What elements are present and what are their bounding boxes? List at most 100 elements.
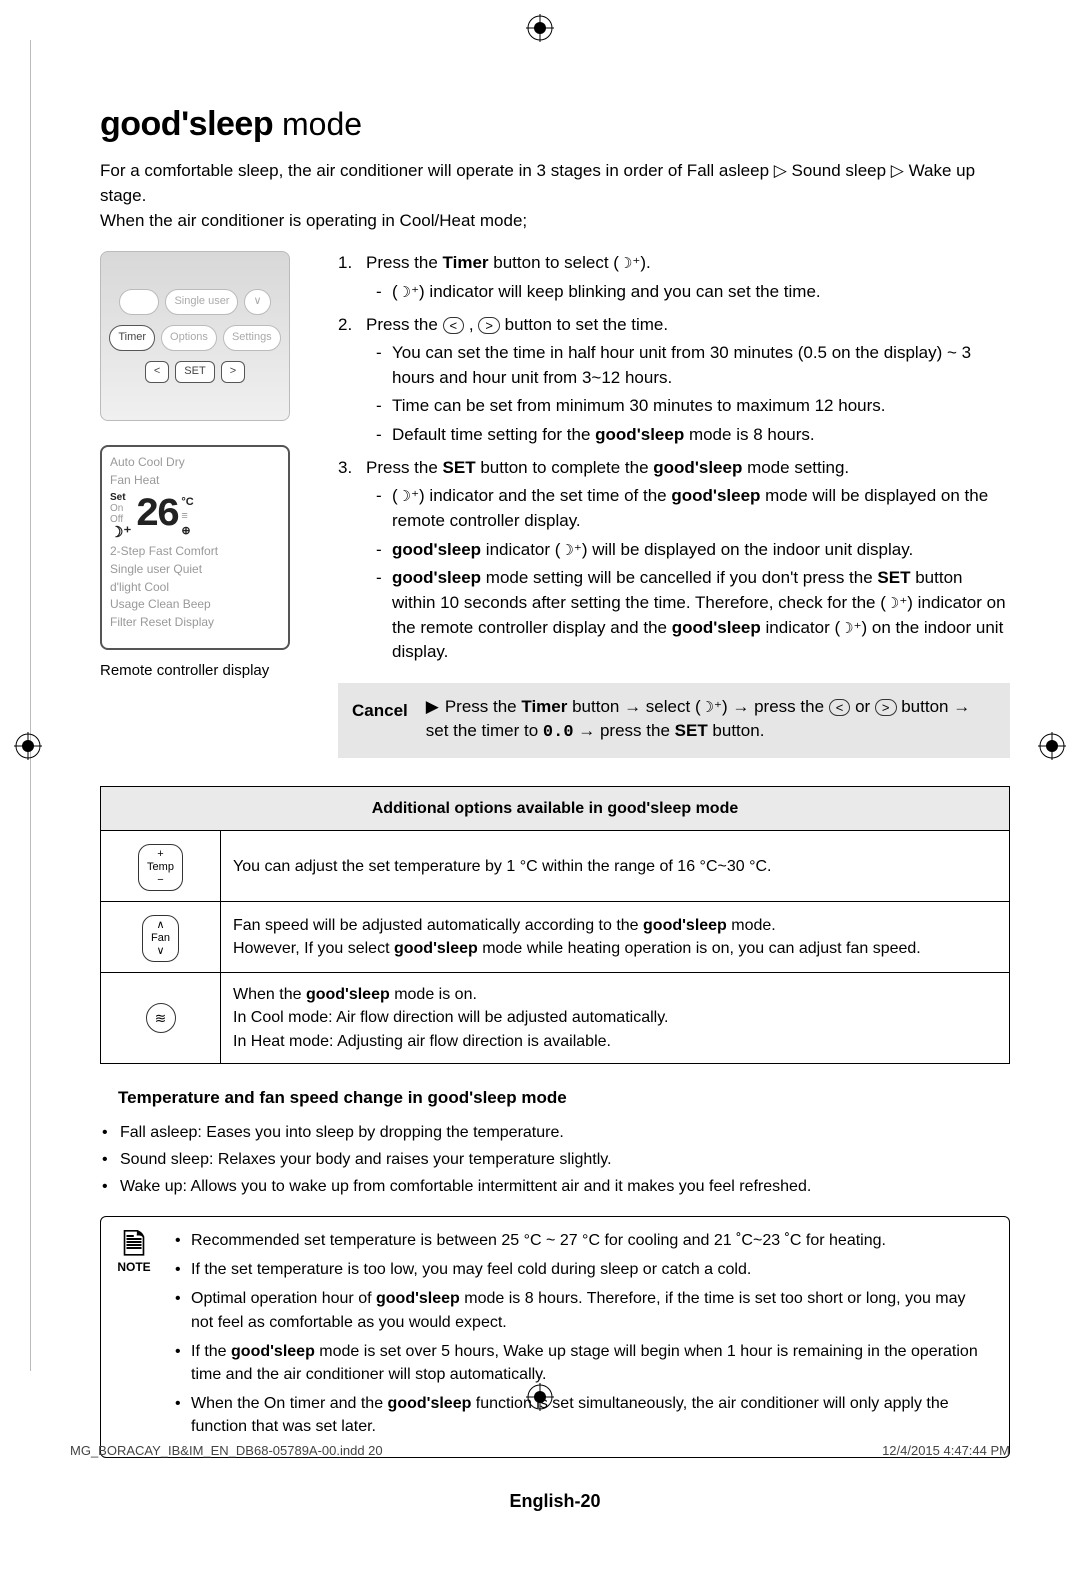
intro-b: Sound sleep xyxy=(787,161,891,180)
registration-mark-right xyxy=(1038,732,1066,760)
r2gs2: good'sleep xyxy=(394,940,478,957)
step1-sub1: (☽⁺) indicator will keep blinking and yo… xyxy=(376,280,1010,305)
stage-2: Sound sleep: Relaxes your body and raise… xyxy=(102,1148,1010,1171)
s3c: mode setting. xyxy=(742,458,849,477)
moon-icon: ☽⁺ xyxy=(398,284,419,301)
t2bot: ∨ xyxy=(156,946,164,957)
table-row: + Temp − You can adjust the set temperatur… xyxy=(101,831,1010,902)
remote-btn-set: SET xyxy=(175,361,214,383)
step3-sub3: good'sleep mode setting will be cancelle… xyxy=(376,566,1010,665)
note-box: 🗎 NOTE Recommended set temperature is be… xyxy=(100,1216,1010,1458)
subheader: Temperature and fan speed change in good… xyxy=(118,1086,1010,1111)
disp-l5: d'light Cool xyxy=(110,580,280,596)
moon-icon: ☽⁺ xyxy=(701,699,722,716)
s2s3b: mode is 8 hours. xyxy=(684,425,814,444)
note-5: When the On timer and the good'sleep fun… xyxy=(175,1392,991,1438)
page-number: English-20 xyxy=(100,1488,1010,1514)
n4gs: good'sleep xyxy=(231,1343,315,1360)
step3-sub1: (☽⁺) indicator and the set time of the g… xyxy=(376,484,1010,533)
note-icon: 🗎 NOTE xyxy=(109,1229,159,1445)
step2-sub3: Default time setting for the good'sleep … xyxy=(376,423,1010,448)
s3s3gs2: good'sleep xyxy=(672,618,761,637)
cc: ) → press the xyxy=(722,697,829,716)
cancel-label: Cancel xyxy=(352,695,408,724)
r2d: mode while heating operation is on, you … xyxy=(478,940,921,957)
ctimer: Timer xyxy=(521,697,567,716)
n5a: When the On timer and the xyxy=(191,1395,388,1412)
left-oval-icon: < xyxy=(443,317,465,335)
disp-deg: °C xyxy=(181,495,193,509)
n4a: If the xyxy=(191,1343,231,1360)
note-2: If the set temperature is too low, you m… xyxy=(175,1258,991,1281)
remote-btn-right: > xyxy=(221,361,245,383)
footer-right: 12/4/2015 4:47:44 PM xyxy=(882,1442,1010,1461)
r3b: mode is on. xyxy=(390,986,477,1003)
t1mid: Temp xyxy=(147,862,174,873)
step3-sub2: good'sleep indicator (☽⁺) will be displa… xyxy=(376,538,1010,563)
note-1: Recommended set temperature is between 2… xyxy=(175,1229,991,1252)
cancel-text: ▶Press the Timer button → select (☽⁺) → … xyxy=(426,695,996,746)
r2c: However, If you select xyxy=(233,940,394,957)
step-3: Press the SET button to complete the goo… xyxy=(338,456,1010,665)
n3a: Optimal operation hour of xyxy=(191,1290,376,1307)
s3s3gs: good'sleep xyxy=(392,568,481,587)
s3s1b: ) indicator and the set time of the xyxy=(419,486,671,505)
registration-mark-left xyxy=(14,732,42,760)
s3set: SET xyxy=(443,458,476,477)
s2s3gs: good'sleep xyxy=(595,425,684,444)
moon-icon: ☽⁺ xyxy=(110,525,131,542)
s2b: , xyxy=(464,315,478,334)
s3s3d: indicator ( xyxy=(761,618,840,637)
remote-btn-left: < xyxy=(145,361,169,383)
triangle-icon: ▷ xyxy=(891,161,904,180)
shgs: good'sleep xyxy=(428,1088,517,1107)
intro-text: For a comfortable sleep, the air conditi… xyxy=(100,159,1010,233)
cset: SET xyxy=(675,721,708,740)
r3l3: In Heat mode: Adjusting air flow directi… xyxy=(233,1033,611,1050)
thgs: good'sleep xyxy=(607,800,691,817)
s3s2b: ) will be displayed on the indoor unit d… xyxy=(582,540,913,559)
t2top: ∧ xyxy=(156,920,164,931)
cg: button. xyxy=(708,721,765,740)
r2a: Fan speed will be adjusted automatically… xyxy=(233,917,643,934)
s3b: button to complete the xyxy=(476,458,654,477)
t2mid: Fan xyxy=(151,933,170,944)
t1bot: − xyxy=(157,875,163,886)
row1-text: You can adjust the set temperature by 1 … xyxy=(221,831,1010,902)
fan-button-icon: ∧ Fan ∨ xyxy=(101,902,221,973)
airflow-icon: ≋ xyxy=(101,973,221,1064)
s1a: Press the xyxy=(366,253,443,272)
row3-text: When the good'sleep mode is on. In Cool … xyxy=(221,973,1010,1064)
remote-illustration: Single user ∨ Timer Options Settings < S… xyxy=(100,251,290,421)
footer-left: MG_BORACAY_IB&IM_EN_DB68-05789A-00.indd … xyxy=(70,1442,383,1461)
s3s2gs: good'sleep xyxy=(392,540,481,559)
disp-l7: Filter Reset Display xyxy=(110,615,280,631)
page-title: good'sleep mode xyxy=(100,100,1010,149)
right-oval-icon: > xyxy=(478,317,500,335)
title-normal: mode xyxy=(273,106,362,142)
disp-set: Set xyxy=(110,492,131,503)
moon-icon: ☽⁺ xyxy=(398,488,419,505)
display-caption: Remote controller display xyxy=(100,660,310,682)
right-oval-icon: > xyxy=(875,699,897,717)
disp-l1: Auto Cool Dry xyxy=(110,455,185,469)
r3l2: In Cool mode: Air flow direction will be… xyxy=(233,1009,668,1026)
play-icon: ▶ xyxy=(426,697,439,716)
n5gs: good'sleep xyxy=(388,1395,472,1412)
t1top: + xyxy=(157,849,163,860)
left-oval-icon: < xyxy=(829,699,851,717)
remote-btn-settings: Settings xyxy=(223,325,281,351)
disp-l3: 2-Step Fast Comfort xyxy=(110,544,280,560)
moon-icon: ☽⁺ xyxy=(560,542,581,559)
r2gs: good'sleep xyxy=(643,917,727,934)
thb: mode xyxy=(691,800,738,817)
step-1: Press the Timer button to select (☽⁺). (… xyxy=(338,251,1010,304)
disp-l2: Fan Heat xyxy=(110,473,159,487)
czero: 0.0 xyxy=(543,723,574,742)
disp-l4: Single user Quiet xyxy=(110,562,280,578)
disp-l6: Usage Clean Beep xyxy=(110,597,280,613)
stage-3: Wake up: Allows you to wake up from comf… xyxy=(102,1175,1010,1198)
row2-text: Fan speed will be adjusted automatically… xyxy=(221,902,1010,973)
options-table: Additional options available in good'sle… xyxy=(100,786,1010,1064)
stages-list: Fall asleep: Eases you into sleep by dro… xyxy=(102,1121,1010,1199)
